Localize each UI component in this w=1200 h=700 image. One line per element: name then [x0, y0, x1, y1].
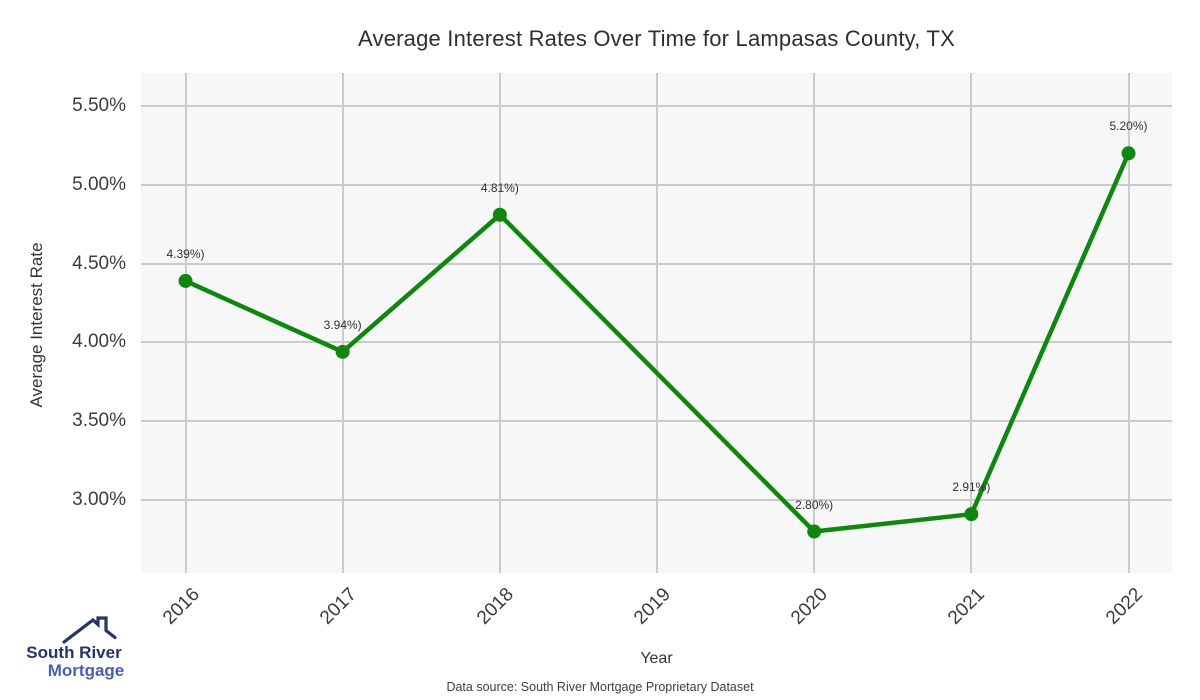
vertical-gridline: [184, 73, 187, 573]
logo-text-mortgage: Mortgage: [47, 661, 125, 680]
data-point-label: 2.80%): [795, 497, 834, 512]
y-tick-label: 5.50%: [72, 95, 126, 116]
horizontal-gridline: [141, 420, 1172, 423]
x-tick-label: 2016: [158, 584, 204, 629]
data-point-label: 4.39%): [166, 246, 205, 261]
data-point-label: 5.20%): [1109, 119, 1148, 134]
vertical-gridline: [498, 73, 501, 573]
house-roof-icon: [62, 616, 117, 644]
x-tick-label: 2019: [630, 584, 675, 629]
x-tick-label: 2021: [944, 584, 990, 629]
data-point-label: 4.81%): [480, 180, 519, 195]
x-tick-label: 2018: [472, 584, 518, 629]
horizontal-gridline: [141, 341, 1172, 344]
y-tick-label: 4.50%: [72, 252, 126, 274]
horizontal-gridline: [141, 105, 1172, 107]
y-tick-label: 5.00%: [72, 173, 126, 195]
x-axis-title: Year: [640, 650, 673, 667]
vertical-gridline: [656, 73, 658, 573]
chart-title: Average Interest Rates Over Time for Lam…: [358, 26, 955, 51]
x-tick-label: 2020: [787, 584, 833, 629]
plot-panel: [141, 73, 1172, 573]
horizontal-gridline: [141, 499, 1172, 501]
data-point-label: 2.91%): [952, 480, 991, 495]
horizontal-gridline: [141, 262, 1172, 265]
x-tick-label: 2022: [1101, 584, 1147, 629]
vertical-gridline: [970, 73, 973, 573]
horizontal-gridline: [141, 183, 1172, 186]
south-river-mortgage-logo: South River Mortgage: [18, 612, 130, 690]
y-tick-label: 4.00%: [72, 331, 126, 353]
y-tick-label: 3.00%: [72, 489, 126, 510]
logo-text-south-river: South River: [26, 643, 122, 662]
y-axis-title: Average Interest Rate: [27, 242, 46, 408]
data-point-label: 3.94%): [323, 317, 362, 332]
y-tick-label: 3.50%: [72, 410, 126, 432]
x-tick-label: 2017: [315, 584, 361, 629]
vertical-gridline: [1127, 73, 1130, 573]
data-source-note: Data source: South River Mortgage Propri…: [446, 680, 754, 694]
